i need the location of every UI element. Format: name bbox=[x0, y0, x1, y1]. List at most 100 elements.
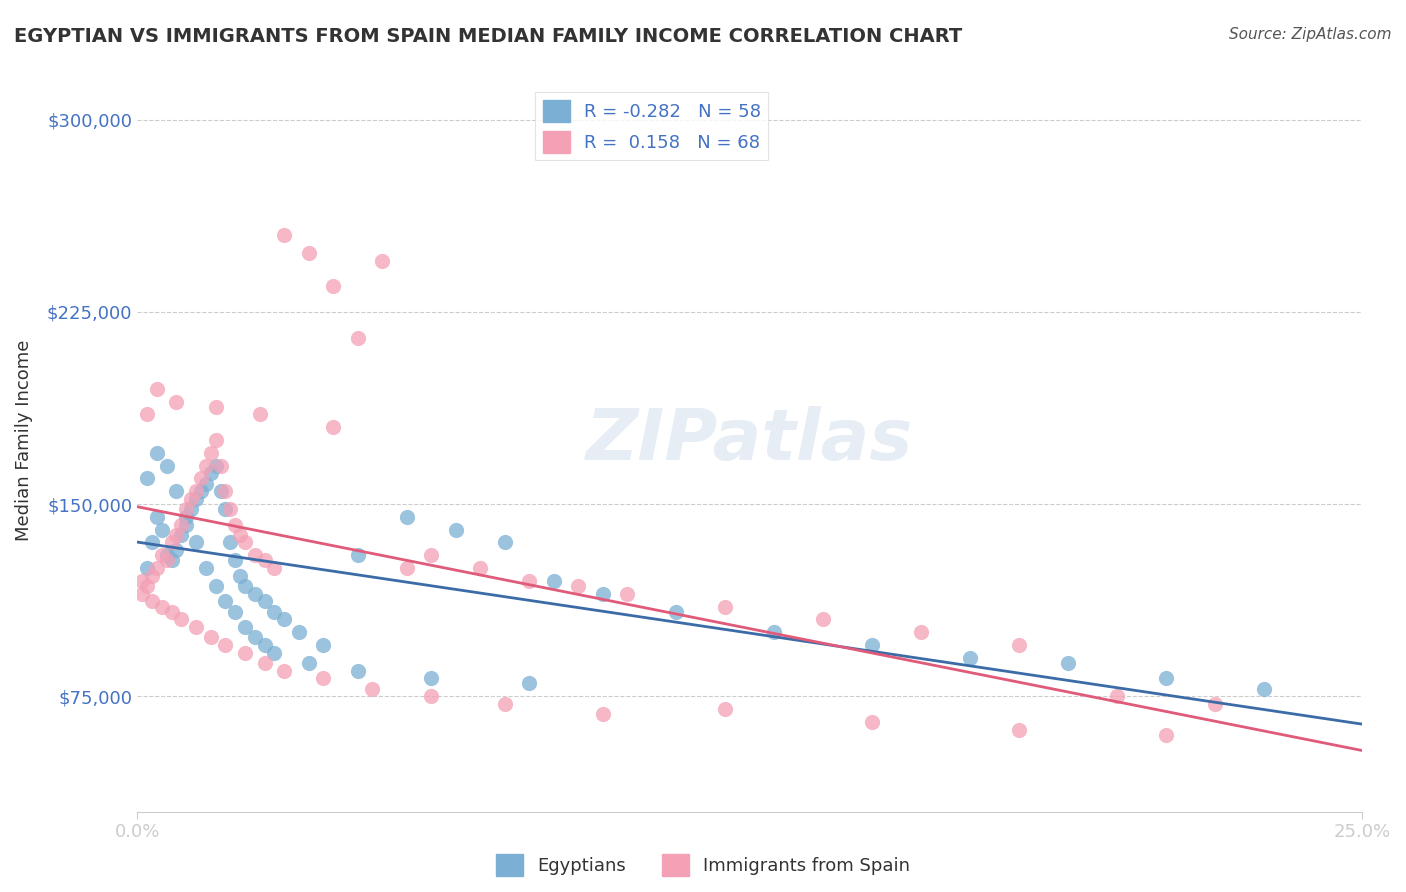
Point bbox=[170, 612, 193, 626]
Point bbox=[346, 664, 368, 678]
Point bbox=[170, 528, 193, 542]
Point bbox=[214, 502, 236, 516]
Point bbox=[174, 517, 197, 532]
Point bbox=[312, 671, 335, 685]
Point bbox=[420, 671, 443, 685]
Point bbox=[194, 476, 217, 491]
Point bbox=[592, 707, 614, 722]
Point bbox=[253, 594, 276, 608]
Point bbox=[959, 650, 981, 665]
Point bbox=[233, 535, 256, 549]
Point bbox=[763, 625, 786, 640]
Point bbox=[249, 408, 271, 422]
Legend: Egyptians, Immigrants from Spain: Egyptians, Immigrants from Spain bbox=[488, 847, 918, 883]
Point bbox=[194, 458, 217, 473]
Point bbox=[1107, 690, 1129, 704]
Point bbox=[180, 502, 202, 516]
Point bbox=[170, 517, 193, 532]
Legend: R = -0.282   N = 58, R =  0.158   N = 68: R = -0.282 N = 58, R = 0.158 N = 68 bbox=[536, 93, 768, 160]
Point bbox=[1253, 681, 1275, 696]
Point bbox=[156, 549, 179, 563]
Point bbox=[219, 535, 242, 549]
Point bbox=[616, 587, 638, 601]
Point bbox=[141, 594, 163, 608]
Point bbox=[146, 446, 169, 460]
Point bbox=[146, 382, 169, 396]
Point bbox=[494, 535, 516, 549]
Point bbox=[150, 599, 173, 614]
Point bbox=[200, 630, 222, 644]
Point bbox=[166, 484, 188, 499]
Point bbox=[131, 574, 153, 588]
Point bbox=[214, 594, 236, 608]
Point bbox=[190, 484, 212, 499]
Point bbox=[224, 605, 246, 619]
Point bbox=[174, 509, 197, 524]
Point bbox=[184, 484, 207, 499]
Point bbox=[395, 509, 418, 524]
Point bbox=[1008, 638, 1031, 652]
Point bbox=[665, 605, 688, 619]
Point bbox=[174, 502, 197, 516]
Point bbox=[273, 612, 295, 626]
Point bbox=[190, 471, 212, 485]
Point bbox=[567, 579, 589, 593]
Point bbox=[204, 400, 226, 414]
Point bbox=[160, 535, 183, 549]
Point bbox=[136, 579, 159, 593]
Point bbox=[592, 587, 614, 601]
Point bbox=[253, 553, 276, 567]
Point bbox=[166, 394, 188, 409]
Point bbox=[714, 599, 737, 614]
Text: ZIPatlas: ZIPatlas bbox=[586, 406, 914, 475]
Point bbox=[1057, 656, 1080, 670]
Point bbox=[146, 561, 169, 575]
Point bbox=[312, 638, 335, 652]
Point bbox=[214, 638, 236, 652]
Point bbox=[273, 664, 295, 678]
Point bbox=[204, 579, 226, 593]
Point bbox=[233, 620, 256, 634]
Point bbox=[346, 330, 368, 344]
Point bbox=[361, 681, 384, 696]
Point bbox=[813, 612, 835, 626]
Point bbox=[517, 574, 540, 588]
Point bbox=[233, 579, 256, 593]
Point bbox=[224, 553, 246, 567]
Point bbox=[253, 638, 276, 652]
Point bbox=[156, 458, 179, 473]
Point bbox=[1156, 728, 1178, 742]
Point bbox=[243, 549, 266, 563]
Point bbox=[204, 433, 226, 447]
Point bbox=[160, 553, 183, 567]
Point bbox=[1008, 723, 1031, 737]
Point bbox=[146, 509, 169, 524]
Point bbox=[543, 574, 565, 588]
Point bbox=[209, 484, 232, 499]
Point bbox=[200, 467, 222, 481]
Point bbox=[233, 646, 256, 660]
Point bbox=[714, 702, 737, 716]
Point bbox=[166, 543, 188, 558]
Point bbox=[371, 253, 394, 268]
Point bbox=[322, 279, 344, 293]
Point bbox=[298, 246, 321, 260]
Point bbox=[160, 605, 183, 619]
Point bbox=[184, 620, 207, 634]
Point bbox=[209, 458, 232, 473]
Point bbox=[420, 690, 443, 704]
Point bbox=[517, 676, 540, 690]
Point bbox=[395, 561, 418, 575]
Point bbox=[136, 471, 159, 485]
Point bbox=[1156, 671, 1178, 685]
Point bbox=[860, 714, 883, 729]
Point bbox=[224, 517, 246, 532]
Point bbox=[444, 523, 467, 537]
Point bbox=[194, 561, 217, 575]
Point bbox=[136, 408, 159, 422]
Point bbox=[229, 528, 252, 542]
Point bbox=[141, 535, 163, 549]
Point bbox=[136, 561, 159, 575]
Point bbox=[273, 228, 295, 243]
Point bbox=[243, 587, 266, 601]
